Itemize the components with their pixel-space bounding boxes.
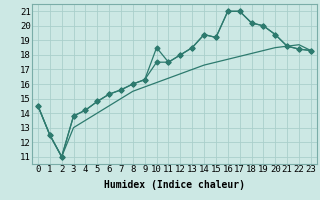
X-axis label: Humidex (Indice chaleur): Humidex (Indice chaleur)	[104, 180, 245, 190]
